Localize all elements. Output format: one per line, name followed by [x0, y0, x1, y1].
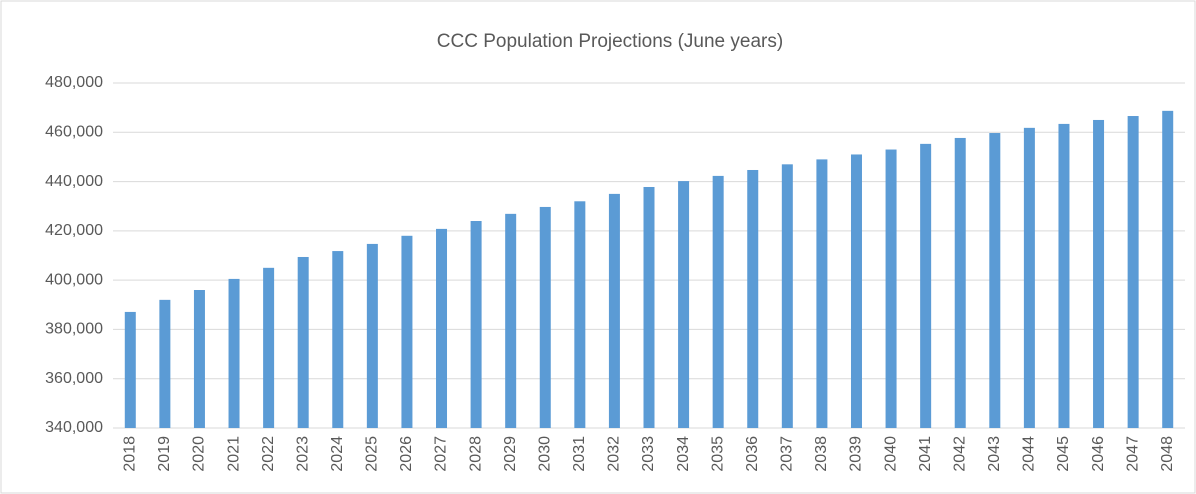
x-tick-label: 2023 — [294, 436, 311, 472]
x-tick-label: 2037 — [779, 436, 796, 472]
bar — [885, 149, 897, 429]
bar — [228, 278, 240, 428]
bar — [366, 243, 378, 428]
x-tick-label: 2026 — [398, 436, 415, 472]
bar — [1058, 123, 1070, 429]
x-tick-label: 2045 — [1055, 436, 1072, 472]
x-tick-label: 2033 — [640, 436, 657, 472]
y-tick-label: 440,000 — [45, 173, 103, 190]
bar — [332, 251, 344, 428]
x-tick-label: 2021 — [225, 436, 242, 472]
x-tick-label: 2034 — [675, 436, 692, 472]
x-tick-label: 2022 — [260, 436, 277, 472]
bar — [124, 311, 136, 428]
bar — [436, 228, 448, 428]
bar — [1162, 110, 1174, 428]
y-tick-label: 420,000 — [45, 222, 103, 239]
bar — [1023, 127, 1035, 428]
x-tick-label: 2031 — [571, 436, 588, 472]
x-tick-label: 2018 — [122, 436, 139, 472]
bar — [470, 221, 482, 428]
x-tick-label: 2047 — [1124, 436, 1141, 472]
x-tick-label: 2020 — [191, 436, 208, 472]
bar — [850, 154, 862, 428]
y-tick-label: 340,000 — [45, 419, 103, 436]
bar — [297, 256, 309, 428]
x-tick-label: 2044 — [1021, 436, 1038, 472]
x-tick-label: 2038 — [813, 436, 830, 472]
bar — [539, 206, 551, 428]
x-tick-label: 2032 — [606, 436, 623, 472]
bar — [193, 290, 205, 428]
chart-title: CCC Population Projections (June years) — [437, 31, 783, 52]
bar — [712, 175, 724, 428]
bar — [505, 213, 517, 428]
bar — [989, 133, 1001, 428]
x-tick-label: 2027 — [433, 436, 450, 472]
bar — [574, 201, 586, 428]
y-tick-label: 480,000 — [45, 74, 103, 91]
bar — [954, 137, 966, 429]
bar — [643, 186, 655, 428]
x-tick-label: 2029 — [502, 436, 519, 472]
x-tick-label: 2035 — [709, 436, 726, 472]
bar — [747, 169, 759, 428]
x-tick-label: 2025 — [364, 436, 381, 472]
x-tick-label: 2030 — [536, 436, 553, 472]
bar — [401, 235, 413, 428]
bar — [678, 181, 690, 428]
y-tick-label: 360,000 — [45, 370, 103, 387]
x-tick-label: 2019 — [156, 436, 173, 472]
x-tick-label: 2046 — [1090, 436, 1107, 472]
y-tick-label: 380,000 — [45, 321, 103, 338]
bar — [263, 267, 275, 428]
x-tick-label: 2036 — [744, 436, 761, 472]
x-tick-label: 2039 — [848, 436, 865, 472]
x-tick-label: 2028 — [467, 436, 484, 472]
bar — [159, 299, 171, 428]
x-tick-label: 2048 — [1159, 436, 1176, 472]
bar — [1093, 119, 1105, 428]
x-tick-label: 2040 — [882, 436, 899, 472]
x-tick-label: 2024 — [329, 436, 346, 472]
x-tick-label: 2041 — [917, 436, 934, 472]
bar — [816, 159, 828, 428]
bar — [920, 143, 932, 428]
x-tick-label: 2043 — [986, 436, 1003, 472]
bar — [1127, 116, 1139, 429]
x-tick-label: 2042 — [951, 436, 968, 472]
bar — [608, 193, 620, 428]
y-tick-label: 460,000 — [45, 124, 103, 141]
y-tick-label: 400,000 — [45, 271, 103, 288]
bar — [781, 164, 793, 429]
